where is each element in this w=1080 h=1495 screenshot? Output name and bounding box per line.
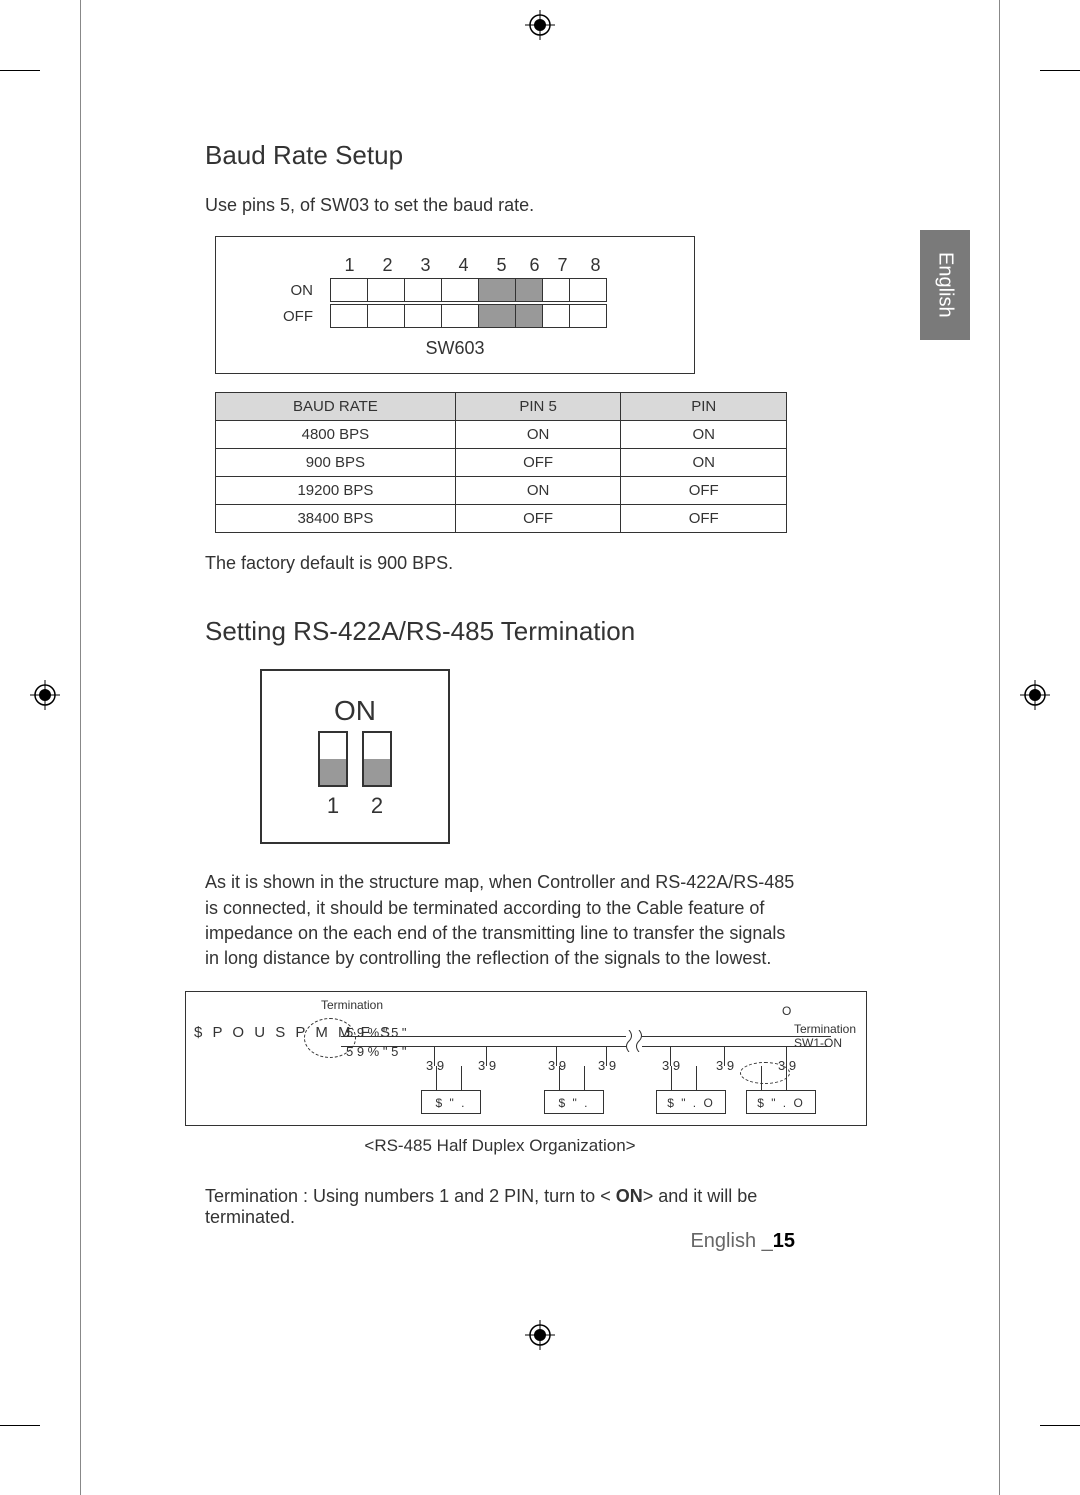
pin-cell (478, 304, 516, 328)
table-cell: OFF (621, 505, 787, 533)
section1-note: The factory default is 900 BPS. (205, 551, 795, 576)
stub-label: 3 9 (598, 1058, 616, 1073)
baud-rate-table: BAUD RATEPIN 5PIN 4800 BPSONON900 BPSOFF… (215, 392, 787, 533)
pin-label: 4 (445, 255, 483, 276)
section2-title: Setting RS-422A/RS-485 Termination (205, 616, 795, 647)
cam-box: $ " . (421, 1090, 481, 1114)
stub-label: 3 9 (716, 1058, 734, 1073)
pin-cell (569, 304, 607, 328)
pin-cell (515, 304, 543, 328)
table-cell: 38400 BPS (216, 505, 456, 533)
rs485-bus-diagram: Termination $ P O U S P M M F S O Termin… (185, 991, 867, 1126)
table-cell: 19200 BPS (216, 477, 456, 505)
table-cell: OFF (621, 477, 787, 505)
pin-cell (330, 278, 368, 302)
pin-cell (404, 304, 442, 328)
table-row: 19200 BPSONOFF (216, 477, 787, 505)
o-mark-top: O (782, 1004, 791, 1018)
cam-box: $ " . O (656, 1090, 726, 1114)
table-cell: ON (621, 449, 787, 477)
table-row: 4800 BPSONON (216, 421, 787, 449)
termination-line: Termination : Using numbers 1 and 2 PIN,… (205, 1186, 795, 1228)
bus-label-bot: 5 9 % " 5 " (346, 1044, 407, 1059)
stub-label: 3 9 (778, 1058, 796, 1073)
stub-label: 3 9 (478, 1058, 496, 1073)
row-label: ON (246, 282, 331, 299)
bus-label-top: 5 9 % " 5 " (346, 1025, 407, 1040)
term-label-right-2: SW1-ON (794, 1036, 842, 1050)
table-cell: OFF (455, 505, 621, 533)
pin-label: 2 (369, 255, 407, 276)
stub-label: 3 9 (548, 1058, 566, 1073)
table-header: PIN (621, 393, 787, 421)
cam-box: $ " . (544, 1090, 604, 1114)
dip-on-label: ON (334, 695, 376, 727)
footer-page: 15 (773, 1230, 795, 1252)
pin-cell (515, 278, 543, 302)
table-cell: OFF (455, 449, 621, 477)
pin-label: 6 (521, 255, 549, 276)
pin-cell (367, 278, 405, 302)
pin-cell (441, 278, 479, 302)
table-cell: ON (455, 477, 621, 505)
section2-paragraph: As it is shown in the structure map, whe… (205, 870, 795, 971)
table-cell: ON (455, 421, 621, 449)
language-tab: English (920, 230, 970, 340)
pin-cell (542, 278, 570, 302)
table-row: 900 BPSOFFON (216, 449, 787, 477)
pin-label: 8 (577, 255, 615, 276)
pin-cell (441, 304, 479, 328)
term-bold: ON (616, 1186, 643, 1206)
footer-lang: English _ (690, 1230, 772, 1252)
row-label: OFF (246, 308, 331, 325)
sw603-diagram: 12345678 ON OFF SW603 (215, 236, 695, 374)
dip-number: 1 (318, 793, 348, 819)
cam-box: $ " . O (746, 1090, 816, 1114)
pin-label: 1 (331, 255, 369, 276)
table-cell: ON (621, 421, 787, 449)
pin-cell (569, 278, 607, 302)
term-label-left: Termination (321, 998, 383, 1012)
term-pre: Termination : Using numbers 1 and 2 PIN,… (205, 1186, 616, 1206)
sw603-caption: SW603 (246, 338, 664, 359)
pin-label: 5 (483, 255, 521, 276)
pin-label: 7 (549, 255, 577, 276)
table-header: PIN 5 (455, 393, 621, 421)
section1-intro: Use pins 5, of SW03 to set the baud rate… (205, 193, 795, 218)
table-header: BAUD RATE (216, 393, 456, 421)
dip-switch (318, 731, 348, 787)
pin-cell (542, 304, 570, 328)
pin-cell (478, 278, 516, 302)
term-label-right-1: Termination (794, 1022, 856, 1036)
section1-title: Baud Rate Setup (205, 140, 795, 171)
page-footer: English _15 (205, 1230, 795, 1253)
bus-caption: <RS-485 Half Duplex Organization> (205, 1136, 795, 1156)
pin-label: 3 (407, 255, 445, 276)
pin-cell (367, 304, 405, 328)
dip-switch-diagram: ON 12 (260, 669, 450, 844)
table-cell: 900 BPS (216, 449, 456, 477)
pin-cell (404, 278, 442, 302)
dip-switch (362, 731, 392, 787)
dip-number: 2 (362, 793, 392, 819)
pin-cell (330, 304, 368, 328)
table-row: 38400 BPSOFFOFF (216, 505, 787, 533)
table-cell: 4800 BPS (216, 421, 456, 449)
